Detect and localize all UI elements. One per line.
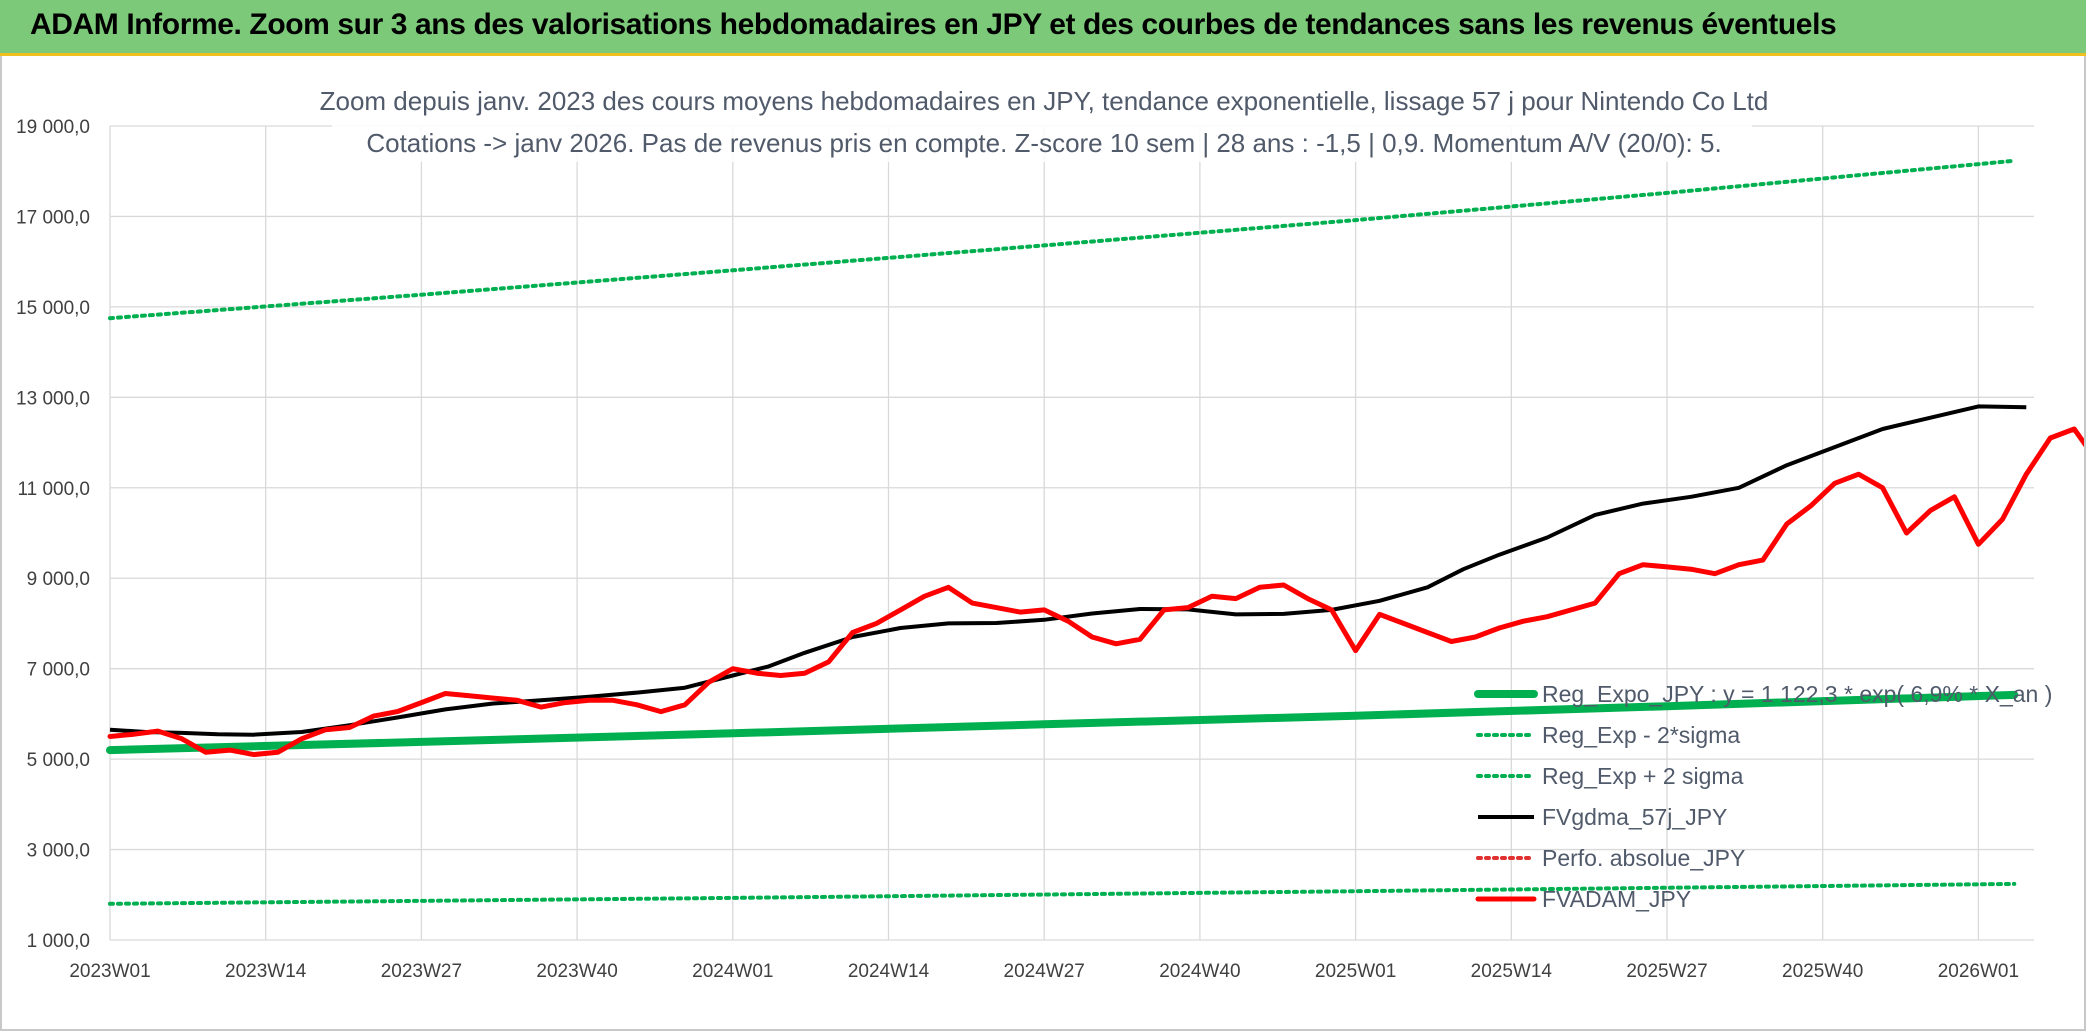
legend-label: Reg_Expo_JPY : y = 1 122,3 * exp( 6,9% *… bbox=[1542, 681, 2052, 707]
x-tick-label: 2025W14 bbox=[1471, 961, 1553, 982]
y-tick-label: 19 000,0 bbox=[16, 117, 90, 138]
y-tick-label: 11 000,0 bbox=[17, 479, 90, 500]
x-tick-label: 2024W01 bbox=[692, 961, 773, 982]
y-tick-label: 13 000,0 bbox=[16, 388, 90, 409]
series-line-reg-exp-2-sigma bbox=[108, 881, 2017, 906]
report-header: ADAM Informe. Zoom sur 3 ans des valoris… bbox=[0, 0, 2086, 56]
legend-label: Reg_Exp + 2 sigma bbox=[1542, 763, 1744, 789]
series-line-reg-expo-jpy-y-1-122-3-exp-6-9-x-an bbox=[106, 690, 2019, 755]
chart-title: Zoom depuis janv. 2023 des cours moyens … bbox=[320, 86, 1769, 116]
chart-svg: 1 000,0 3 000,0 5 000,0 7 000,0 9 000,0 11 00… bbox=[16, 82, 2084, 982]
y-tick-label: 15 000,0 bbox=[16, 298, 90, 319]
chart-title-background bbox=[332, 82, 1752, 162]
x-tick-label: 2025W01 bbox=[1315, 961, 1396, 982]
x-tick-label: 2025W27 bbox=[1626, 961, 1707, 982]
x-tick-label: 2024W40 bbox=[1159, 961, 1240, 982]
x-tick-label: 2026W01 bbox=[1938, 961, 2019, 982]
y-tick-label: 5 000,0 bbox=[27, 750, 90, 771]
legend-label: Reg_Exp - 2*sigma bbox=[1542, 722, 1740, 748]
x-tick-label: 2023W27 bbox=[381, 961, 462, 982]
y-tick-label: 3 000,0 bbox=[27, 841, 90, 862]
y-tick-label: 9 000,0 bbox=[27, 569, 90, 590]
x-tick-label: 2023W40 bbox=[536, 961, 617, 982]
legend-label: FVgdma_57j_JPY bbox=[1542, 804, 1727, 830]
series-line-fvadam-jpy bbox=[107, 426, 2084, 758]
y-tick-label: 7 000,0 bbox=[27, 660, 90, 681]
series-line-fvgdma-57j-jpy bbox=[109, 404, 2027, 737]
chart-subtitle: Cotations -> janv 2026. Pas de revenus p… bbox=[366, 128, 1721, 158]
x-tick-label: 2024W27 bbox=[1004, 961, 1085, 982]
x-tick-label: 2025W40 bbox=[1782, 961, 1863, 982]
legend-label: FVADAM_JPY bbox=[1542, 886, 1691, 912]
y-tick-label: 1 000,0 bbox=[27, 931, 90, 952]
y-tick-label: 17 000,0 bbox=[16, 207, 90, 228]
x-tick-label: 2024W14 bbox=[848, 961, 930, 982]
legend-label: Perfo. absolue_JPY bbox=[1542, 845, 1745, 871]
x-tick-label: 2023W14 bbox=[225, 961, 307, 982]
x-tick-label: 2023W01 bbox=[69, 961, 150, 982]
series-line-reg-exp-2-sigma bbox=[108, 158, 2017, 321]
chart-area: 1 000,0 3 000,0 5 000,0 7 000,0 9 000,0 11 00… bbox=[0, 56, 2086, 1031]
report-title: ADAM Informe. Zoom sur 3 ans des valoris… bbox=[30, 8, 1837, 41]
